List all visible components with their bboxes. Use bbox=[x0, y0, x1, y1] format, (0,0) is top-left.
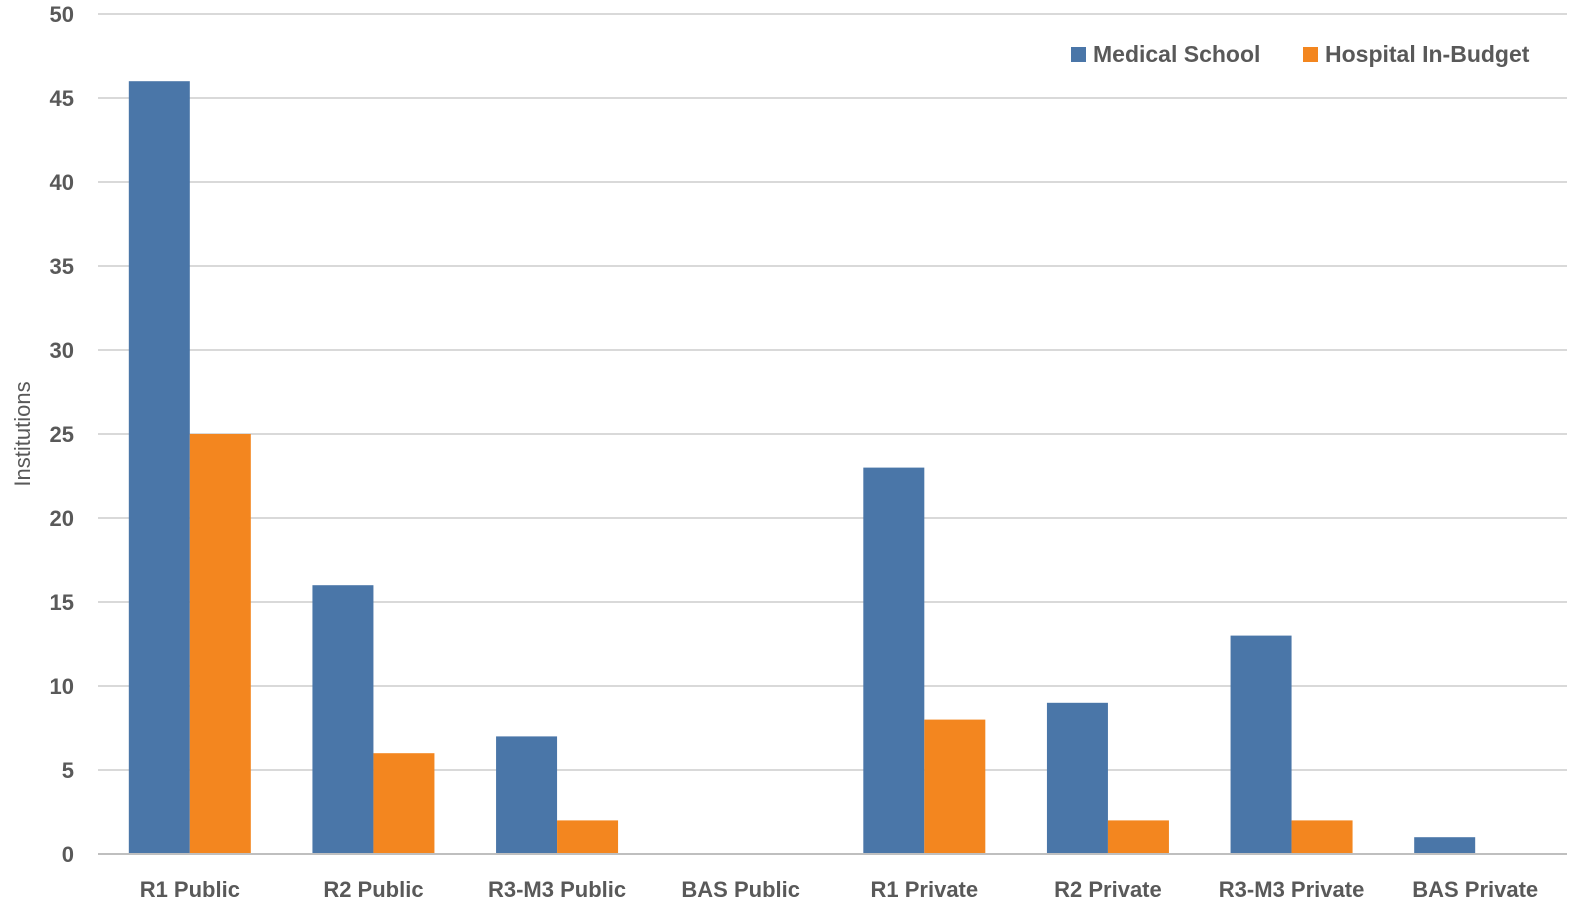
legend-label: Hospital In-Budget bbox=[1325, 41, 1530, 67]
x-tick-label: R3-M3 Public bbox=[488, 877, 626, 902]
y-tick-label: 20 bbox=[50, 506, 74, 531]
y-tick-label: 15 bbox=[50, 590, 74, 615]
bar-hospital-in-budget bbox=[1291, 820, 1353, 854]
x-tick-label: R3-M3 Private bbox=[1219, 877, 1365, 902]
x-tick-label: BAS Private bbox=[1412, 877, 1538, 902]
bar-hospital-in-budget bbox=[373, 753, 435, 854]
y-tick-label: 35 bbox=[50, 254, 74, 279]
bar-medical-school bbox=[1046, 702, 1108, 854]
bar-hospital-in-budget bbox=[557, 820, 619, 854]
x-axis-ticks: R1 Public R2 Public R3-M3 Public BAS Public… bbox=[140, 877, 1538, 902]
y-axis-ticks: 0 5 10 15 20 25 30 35 40 45 50 bbox=[50, 2, 74, 867]
bar-medical-school bbox=[1414, 837, 1476, 854]
y-axis-title: Institutions bbox=[10, 381, 35, 486]
legend-label: Medical School bbox=[1093, 41, 1260, 67]
y-tick-label: 0 bbox=[62, 842, 74, 867]
y-tick-label: 40 bbox=[50, 170, 74, 195]
y-tick-label: 10 bbox=[50, 674, 74, 699]
bar-medical-school bbox=[128, 81, 190, 854]
x-tick-label: R1 Private bbox=[871, 877, 979, 902]
bar-hospital-in-budget bbox=[1107, 820, 1169, 854]
x-tick-label: R1 Public bbox=[140, 877, 240, 902]
legend-swatch bbox=[1071, 47, 1086, 62]
bar-medical-school bbox=[312, 585, 374, 854]
y-tick-label: 5 bbox=[62, 758, 74, 783]
bar-hospital-in-budget bbox=[189, 434, 251, 854]
x-tick-label: BAS Public bbox=[681, 877, 800, 902]
bar-medical-school bbox=[863, 467, 925, 854]
bars bbox=[128, 81, 1476, 854]
bar-medical-school bbox=[1230, 635, 1292, 854]
bar-medical-school bbox=[496, 736, 558, 854]
bar-hospital-in-budget bbox=[924, 719, 986, 854]
legend: Medical School Hospital In-Budget bbox=[1071, 41, 1530, 67]
y-tick-label: 25 bbox=[50, 422, 74, 447]
x-tick-label: R2 Private bbox=[1054, 877, 1162, 902]
y-tick-label: 30 bbox=[50, 338, 74, 363]
y-tick-label: 45 bbox=[50, 86, 74, 111]
legend-swatch bbox=[1303, 47, 1318, 62]
x-tick-label: R2 Public bbox=[323, 877, 423, 902]
y-tick-label: 50 bbox=[50, 2, 74, 27]
